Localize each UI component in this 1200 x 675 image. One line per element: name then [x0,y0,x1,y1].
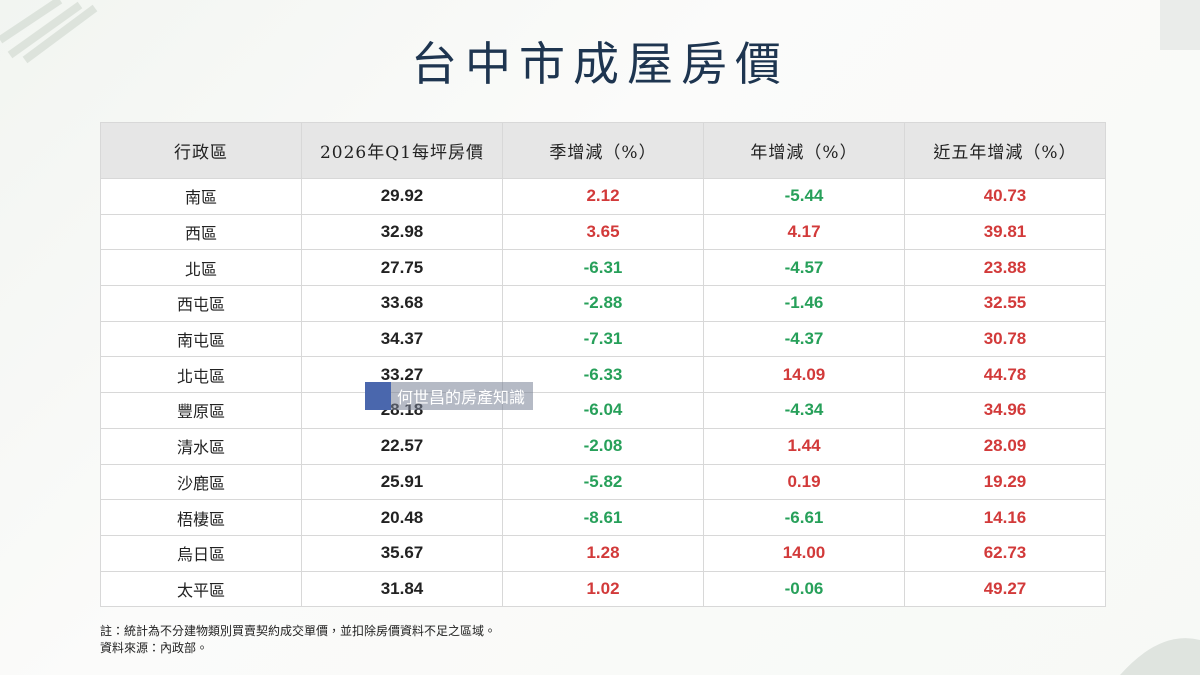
value-cell: 2.12 [502,178,704,215]
district-cell: 北屯區 [100,356,302,394]
table-row: 沙鹿區 25.91 -5.82 0.19 19.29 [100,463,1106,501]
district-cell: 清水區 [100,427,302,465]
value-cell: 3.65 [502,213,704,251]
district-cell: 西區 [100,213,302,251]
table-row: 烏日區 35.67 1.28 14.00 62.73 [100,534,1106,572]
value-cell: -6.31 [502,249,704,287]
district-cell: 梧棲區 [100,499,302,536]
value-cell: 40.73 [904,178,1106,215]
value-cell: -4.37 [703,320,905,358]
value-cell: -5.44 [703,178,905,215]
value-cell: 49.27 [904,570,1106,608]
table-row: 清水區 22.57 -2.08 1.44 28.09 [100,427,1106,465]
value-cell: 14.16 [904,499,1106,536]
value-cell: 34.96 [904,392,1106,429]
value-cell: 44.78 [904,356,1106,394]
value-cell: -7.31 [502,320,704,358]
value-cell: 22.57 [301,427,503,465]
table-row: 南區 29.92 2.12 -5.44 40.73 [100,178,1106,215]
district-cell: 沙鹿區 [100,463,302,501]
footnote: 註：統計為不分建物類別買賣契約成交單價，並扣除房價資料不足之區域。 [100,624,497,638]
value-cell: 27.75 [301,249,503,287]
corner-leaf [1120,638,1200,675]
table-row: 南屯區 34.37 -7.31 -4.37 30.78 [100,320,1106,358]
table-row: 太平區 31.84 1.02 -0.06 49.27 [100,570,1106,608]
district-cell: 南屯區 [100,320,302,358]
value-cell: 34.37 [301,320,503,358]
value-cell: 62.73 [904,534,1106,572]
value-cell: -8.61 [502,499,704,536]
table-row: 北屯區 33.27 -6.33 14.09 44.78 [100,356,1106,394]
district-cell: 烏日區 [100,534,302,572]
value-cell: 25.91 [301,463,503,501]
value-cell: 29.92 [301,178,503,215]
header-cell: 2026年Q1每坪房價 [301,122,503,179]
value-cell: 32.98 [301,213,503,251]
table-row: 西屯區 33.68 -2.88 -1.46 32.55 [100,285,1106,322]
district-cell: 西屯區 [100,285,302,322]
district-cell: 豐原區 [100,392,302,429]
value-cell: 28.09 [904,427,1106,465]
watermark: 何世昌的房產知識 [365,382,534,410]
facebook-icon [365,382,391,410]
value-cell: 33.68 [301,285,503,322]
value-cell: -4.57 [703,249,905,287]
value-cell: 19.29 [904,463,1106,501]
title: 台中市成屋房價 [411,37,789,91]
header-row: 行政區 2026年Q1每坪房價 季增減（%） 年增減（%） 近五年增減（%） [100,122,1106,179]
value-cell: 31.84 [301,570,503,608]
header-cell: 季增減（%） [502,122,704,179]
price-table: 行政區 2026年Q1每坪房價 季增減（%） 年增減（%） 近五年增減（%） 南區 29.… [100,122,1106,608]
value-cell: 1.02 [502,570,704,608]
table-row: 西區 32.98 3.65 4.17 39.81 [100,213,1106,251]
value-cell: 23.88 [904,249,1106,287]
header-cell: 年增減（%） [703,122,905,179]
value-cell: 39.81 [904,213,1106,251]
value-cell: 0.19 [703,463,905,501]
value-cell: -4.34 [703,392,905,429]
value-cell: 20.48 [301,499,503,536]
value-cell: 14.09 [703,356,905,394]
value-cell: 30.78 [904,320,1106,358]
value-cell: -2.08 [502,427,704,465]
value-cell: 4.17 [703,213,905,251]
value-cell: 14.00 [703,534,905,572]
value-cell: 1.28 [502,534,704,572]
header-cell: 近五年增減（%） [904,122,1106,179]
value-cell: 32.55 [904,285,1106,322]
footnote: 資料來源：內政部。 [100,641,209,655]
watermark-text: 何世昌的房產知識 [397,388,526,407]
corner-pattern [1160,0,1200,50]
table-body: 南區 29.92 2.12 -5.44 40.73 西區 32.98 3.65 4.17 39.8… [100,178,1106,608]
table-row: 梧棲區 20.48 -8.61 -6.61 14.16 [100,499,1106,536]
district-cell: 南區 [100,178,302,215]
value-cell: -2.88 [502,285,704,322]
district-cell: 北區 [100,249,302,287]
value-cell: 1.44 [703,427,905,465]
header-cell: 行政區 [100,122,302,179]
value-cell: -1.46 [703,285,905,322]
table-row: 北區 27.75 -6.31 -4.57 23.88 [100,249,1106,287]
footnotes: 註：統計為不分建物類別買賣契約成交單價，並扣除房價資料不足之區域。 資料來源：內… [100,623,496,657]
value-cell: -5.82 [502,463,704,501]
district-cell: 太平區 [100,570,302,608]
value-cell: -6.61 [703,499,905,536]
brush-stroke [0,0,98,64]
value-cell: 35.67 [301,534,503,572]
value-cell: -0.06 [703,570,905,608]
